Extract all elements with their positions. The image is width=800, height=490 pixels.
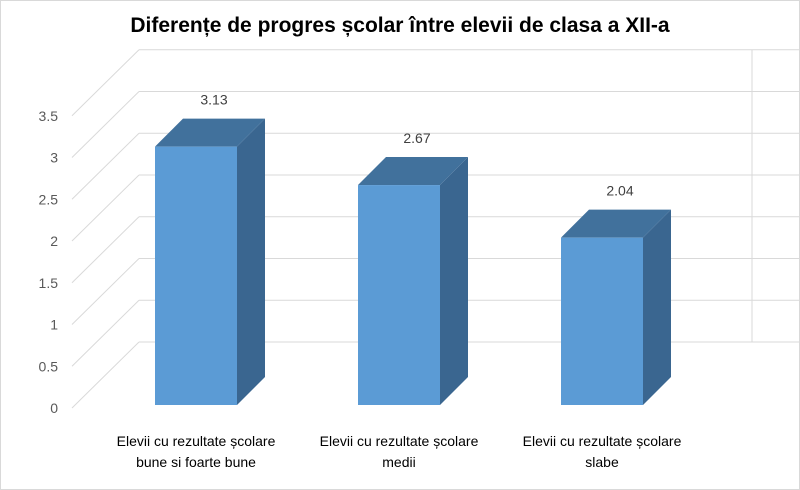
bar-top (561, 209, 671, 238)
bar-side (440, 157, 468, 405)
y-tick-label: 1 (50, 317, 58, 333)
gridline-diagonal (71, 216, 140, 284)
category-label: bune si foarte bune (136, 454, 256, 470)
chart-title: Diferențe de progres școlar între elevii… (130, 14, 670, 37)
gridline-diagonal (71, 132, 140, 200)
data-label: 3.13 (200, 92, 227, 108)
data-label: 2.04 (606, 183, 633, 199)
category-label: medii (382, 454, 415, 470)
category-label: Elevii cu rezultate școlare (117, 433, 276, 449)
data-label: 2.67 (403, 130, 430, 146)
category-label: Elevii cu rezultate școlare (523, 433, 682, 449)
y-tick-label: 0.5 (39, 358, 59, 374)
bar (561, 237, 643, 405)
bar (155, 146, 237, 405)
bar-side (237, 118, 265, 406)
gridline-diagonal (71, 341, 140, 409)
gridline-diagonal (71, 49, 140, 117)
y-tick-label: 0 (50, 400, 58, 416)
category-label: Elevii cu rezultate școlare (320, 433, 479, 449)
gridline-diagonal (71, 258, 140, 325)
y-tick-label: 1.5 (39, 275, 59, 291)
y-tick-label: 3 (50, 150, 58, 166)
y-tick-label: 3.5 (39, 108, 59, 124)
bar-top (155, 118, 265, 147)
y-tick-label: 2.5 (39, 191, 59, 207)
gridline-diagonal (71, 91, 140, 158)
bar (358, 185, 440, 405)
gridline-diagonal (71, 299, 140, 367)
y-tick-label: 2 (50, 233, 58, 249)
bar-side (643, 209, 671, 405)
category-label: slabe (585, 454, 619, 470)
gridline-diagonal (71, 174, 140, 242)
bar-top (358, 157, 468, 186)
